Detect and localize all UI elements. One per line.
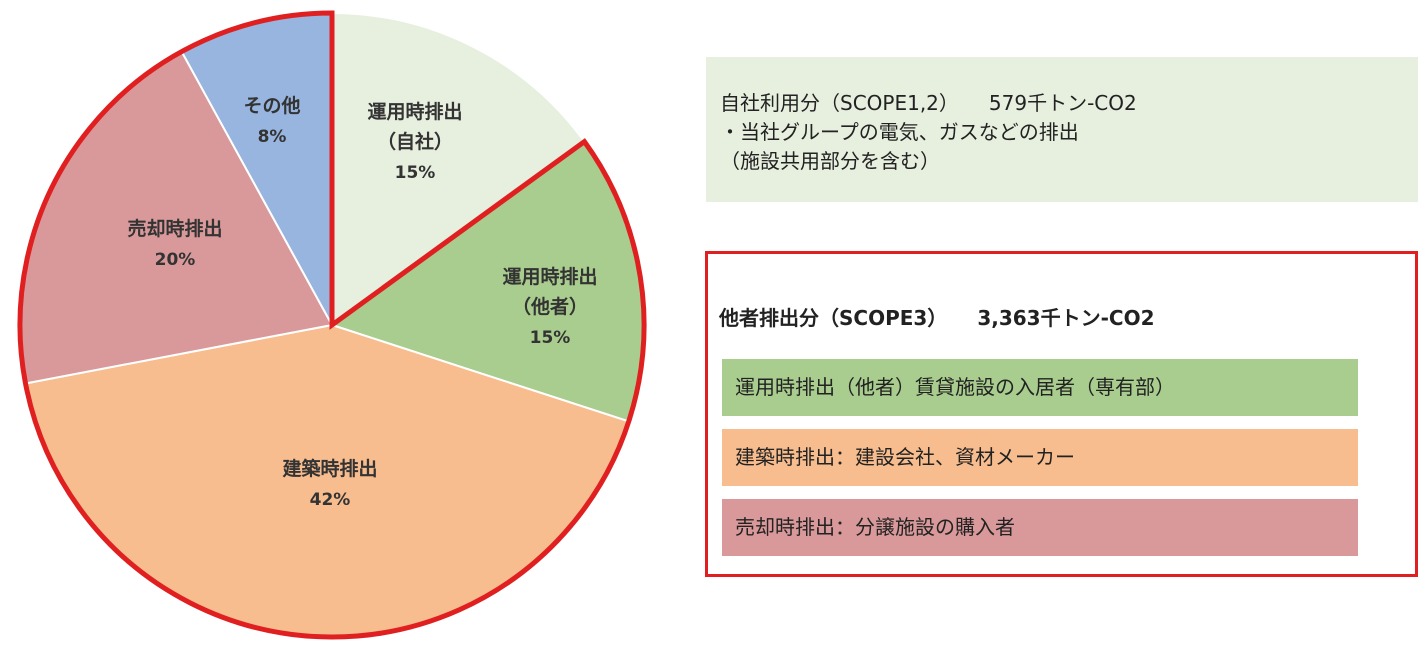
emissions-pie-chart: 運用時排出 （自社） 15% 運用時排出 （他者） 15% 建築時排出 42% 売却時排出 20%… xyxy=(0,0,680,650)
scope12-box: 自社利用分（SCOPE1,2） 579千トン-CO2 ・当社グループの電気、ガスな… xyxy=(706,57,1418,202)
slice-label-1-0: 運用時排出 xyxy=(502,265,597,288)
scope12-value: 579千トン-CO2 xyxy=(988,91,1137,115)
slice-percent-4: 8% xyxy=(258,127,287,147)
slice-percent-0: 15% xyxy=(395,163,436,183)
slice-percent-1: 15% xyxy=(530,328,571,348)
slice-percent-3: 20% xyxy=(155,250,196,270)
scope3-box: 他者排出分（SCOPE3） 3,363千トン-CO2 運用時排出（他者）賃貸施設の… xyxy=(705,251,1418,577)
scope3-title: 他者排出分（SCOPE3） xyxy=(719,306,948,330)
slice-label-2-0: 建築時排出 xyxy=(282,457,377,480)
slice-label-4-0: その他 xyxy=(243,94,300,117)
slice-label-0-1: （自社） xyxy=(377,130,453,153)
pie-slice-0 xyxy=(331,11,586,327)
scope3-value: 3,363千トン-CO2 xyxy=(977,306,1155,330)
scope12-line2: （施設共用部分を含む） xyxy=(720,149,940,173)
scope3-heading: 他者排出分（SCOPE3） 3,363千トン-CO2 xyxy=(719,302,1155,331)
slice-label-1-1: （他者） xyxy=(512,295,588,318)
scope3-item-construction: 建築時排出：建設会社、資材メーカー xyxy=(722,429,1358,486)
scope3-item-sale: 売却時排出：分譲施設の購入者 xyxy=(722,499,1358,556)
scope12-title: 自社利用分（SCOPE1,2） xyxy=(720,91,959,115)
scope12-heading: 自社利用分（SCOPE1,2） 579千トン-CO2 xyxy=(720,89,1418,118)
slice-label-0-0: 運用時排出 xyxy=(367,100,462,123)
slice-label-3-0: 売却時排出 xyxy=(127,217,222,240)
pie-svg: 運用時排出 （自社） 15% 運用時排出 （他者） 15% 建築時排出 42% 売却時排出 20%… xyxy=(17,10,647,640)
highlight-outline xyxy=(17,10,647,640)
slice-percent-2: 42% xyxy=(310,490,351,510)
scope3-item-operation-others: 運用時排出（他者）賃貸施設の入居者（専有部） xyxy=(722,359,1358,416)
scope12-line1: ・当社グループの電気、ガスなどの排出 xyxy=(720,120,1079,144)
